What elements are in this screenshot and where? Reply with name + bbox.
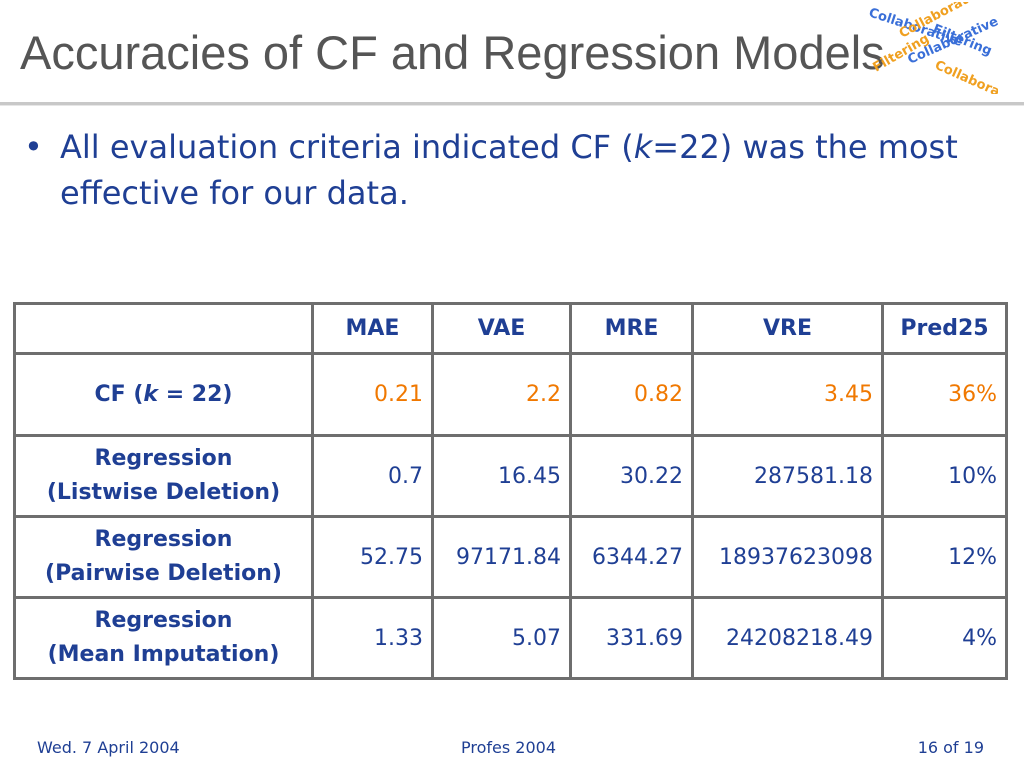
row-label-pairwise: Regression (Pairwise Deletion)	[13, 515, 314, 599]
table-row-listwise: Regression (Listwise Deletion) 0.7 16.45 …	[13, 434, 1008, 518]
row-label-cf: CF (k = 22)	[13, 352, 314, 437]
cell-listwise-mae: 0.7	[311, 434, 434, 518]
bullet-text-after: =22) was the most effective for our data…	[60, 128, 958, 212]
table-row-cf: CF (k = 22) 0.21 2.2 0.82 3.45 36%	[13, 352, 1008, 437]
row-label-mean-line1: Regression	[94, 608, 233, 633]
row-label-listwise-line2: (Listwise Deletion)	[46, 480, 281, 505]
row-label-pairwise-line1: Regression	[94, 527, 233, 552]
slide-title: Accuracies of CF and Regression Models	[20, 26, 885, 79]
bullet-text-k: k	[633, 128, 653, 166]
cell-cf-pred25: 36%	[881, 352, 1008, 437]
logo-word-orange-3: Collaborative	[932, 58, 998, 94]
table-row-pairwise: Regression (Pairwise Deletion) 52.75 9717…	[13, 515, 1008, 599]
footer-page-number: 16 of 19	[917, 738, 984, 757]
cell-mean-pred25: 4%	[881, 596, 1008, 680]
collaborative-filtering-logo: Collaborative Collaborative Filtering Fi…	[867, 2, 998, 94]
cell-mean-vre: 24208218.49	[691, 596, 884, 680]
cell-pairwise-vre: 18937623098	[691, 515, 884, 599]
cell-listwise-vre: 287581.18	[691, 434, 884, 518]
row-label-cf-text-after: = 22)	[158, 381, 233, 407]
title-divider	[0, 102, 1024, 105]
row-label-pairwise-line2: (Pairwise Deletion)	[45, 561, 282, 586]
table-header-vre: VRE	[691, 302, 884, 355]
cell-listwise-vae: 16.45	[431, 434, 572, 518]
table-header-mre: MRE	[569, 302, 694, 355]
row-label-mean-imputation: Regression (Mean Imputation)	[13, 596, 314, 680]
cell-cf-mre: 0.82	[569, 352, 694, 437]
bullet-dot-icon: •	[24, 128, 43, 166]
cell-mean-vae: 5.07	[431, 596, 572, 680]
footer-date: Wed. 7 April 2004	[37, 738, 180, 757]
cell-listwise-pred25: 10%	[881, 434, 1008, 518]
cell-cf-vae: 2.2	[431, 352, 572, 437]
table-header-corner	[13, 302, 314, 355]
table-header-pred25: Pred25	[881, 302, 1008, 355]
row-label-cf-text: CF (	[94, 381, 144, 407]
row-label-mean-line2: (Mean Imputation)	[47, 642, 280, 667]
cell-listwise-mre: 30.22	[569, 434, 694, 518]
cell-pairwise-mae: 52.75	[311, 515, 434, 599]
row-label-listwise: Regression (Listwise Deletion)	[13, 434, 314, 518]
cell-mean-mre: 331.69	[569, 596, 694, 680]
cell-pairwise-pred25: 12%	[881, 515, 1008, 599]
table-header-row: MAE VAE MRE VRE Pred25	[13, 302, 1008, 355]
cell-mean-mae: 1.33	[311, 596, 434, 680]
title-divider-shadow	[0, 105, 1024, 106]
table-header-mae: MAE	[311, 302, 434, 355]
cell-cf-mae: 0.21	[311, 352, 434, 437]
row-label-cf-k: k	[143, 381, 159, 407]
cell-pairwise-mre: 6344.27	[569, 515, 694, 599]
cell-pairwise-vae: 97171.84	[431, 515, 572, 599]
bullet-item: • All evaluation criteria indicated CF (…	[24, 124, 984, 216]
table-header-vae: VAE	[431, 302, 572, 355]
bullet-list: • All evaluation criteria indicated CF (…	[24, 124, 984, 216]
table-row-mean-imputation: Regression (Mean Imputation) 1.33 5.07 33…	[13, 596, 1008, 680]
footer-event: Profes 2004	[461, 738, 556, 757]
row-label-listwise-line1: Regression	[94, 446, 233, 471]
bullet-text-before: All evaluation criteria indicated CF (	[60, 128, 634, 166]
cell-cf-vre: 3.45	[691, 352, 884, 437]
accuracy-table: MAE VAE MRE VRE Pred25 CF (k = 22) 0.21 …	[13, 302, 1008, 680]
